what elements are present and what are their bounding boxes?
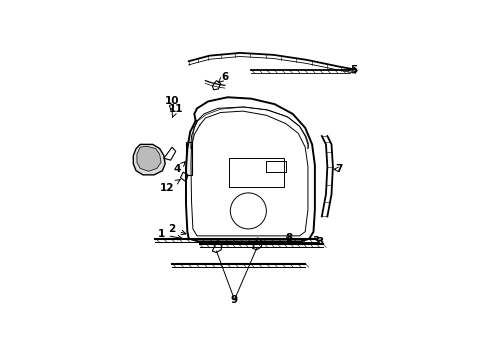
Polygon shape (133, 144, 165, 175)
Polygon shape (137, 146, 161, 171)
Text: 6: 6 (219, 72, 228, 82)
Text: 3: 3 (316, 237, 323, 247)
Text: 11: 11 (169, 104, 183, 117)
Text: 12: 12 (160, 180, 180, 193)
Text: 8: 8 (285, 233, 292, 243)
Text: 3: 3 (313, 237, 320, 246)
Text: 4: 4 (174, 162, 185, 174)
Text: 5: 5 (350, 64, 357, 75)
Text: 2: 2 (169, 225, 186, 235)
Text: 1: 1 (157, 229, 182, 240)
Text: 10: 10 (165, 96, 179, 110)
Polygon shape (186, 141, 192, 175)
Text: 7: 7 (334, 164, 342, 174)
Text: 9: 9 (231, 294, 238, 305)
